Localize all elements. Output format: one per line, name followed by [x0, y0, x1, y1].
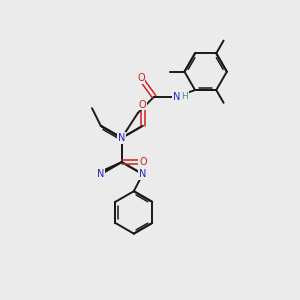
Text: O: O — [137, 74, 145, 83]
Text: H: H — [181, 92, 188, 101]
Text: N: N — [172, 92, 180, 102]
Text: N: N — [118, 133, 125, 143]
Text: O: O — [139, 157, 147, 167]
Text: N: N — [97, 169, 104, 179]
Text: N: N — [139, 169, 146, 179]
Text: O: O — [139, 100, 146, 110]
